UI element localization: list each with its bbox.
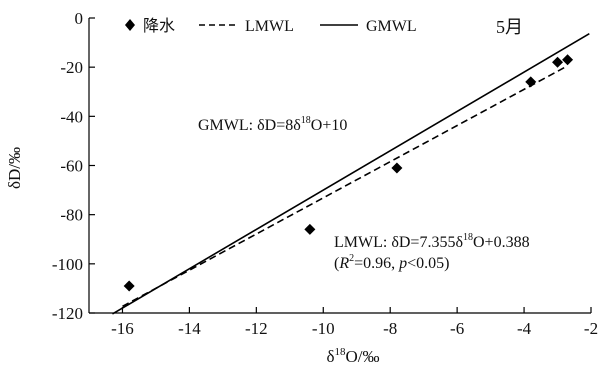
x-tick-label: -4 bbox=[517, 319, 532, 338]
fit-stats-p-val: <0.05) bbox=[407, 255, 449, 272]
y-tick-label: 0 bbox=[75, 9, 84, 28]
legend-label-lmwl: LMWL bbox=[245, 18, 294, 35]
y-tick-label: -80 bbox=[60, 206, 83, 225]
legend: 降水 LMWL GMWL bbox=[125, 17, 417, 35]
y-tick-label: -20 bbox=[60, 58, 83, 77]
precip-point bbox=[552, 56, 564, 68]
y-tick-label: -40 bbox=[60, 107, 83, 126]
lmwl-line bbox=[122, 65, 568, 308]
fit-stats-r-sup: 2 bbox=[349, 253, 354, 264]
lmwl-equation-prefix: LMWL: δD=7.355δ bbox=[334, 234, 463, 251]
lmwl-equation-suffix: O+0.388 bbox=[473, 234, 530, 251]
fit-stats-open: ( bbox=[334, 255, 339, 272]
gmwl-equation-sup: 18 bbox=[301, 115, 311, 126]
precip-point bbox=[391, 162, 403, 174]
data-points bbox=[123, 54, 574, 292]
gmwl-equation-suffix: O+10 bbox=[311, 117, 348, 134]
precip-point bbox=[562, 54, 574, 66]
x-axis-title-base: δ bbox=[326, 347, 334, 366]
lmwl-equation-sup: 18 bbox=[463, 232, 473, 243]
month-label: 5月 bbox=[496, 17, 523, 37]
x-tick-label: -8 bbox=[383, 319, 397, 338]
gmwl-line bbox=[112, 33, 590, 315]
fit-stats-r-val: =0.96, bbox=[354, 255, 399, 272]
gmwl-equation-prefix: GMWL: δD=8δ bbox=[198, 117, 301, 134]
precip-point bbox=[525, 76, 537, 88]
axes: 0 -20 -40 -60 -80 -100 -120 -16 -14 -12 -10 -8 -6 -4… bbox=[52, 9, 598, 338]
y-tick-label: -120 bbox=[52, 304, 83, 323]
x-tick-label: -2 bbox=[584, 319, 598, 338]
y-axis-title: δD/‰ bbox=[5, 147, 24, 189]
fit-stats-p: p bbox=[398, 255, 407, 272]
x-tick-label: -12 bbox=[245, 319, 268, 338]
fit-stats: (R2=0.96, p<0.05) bbox=[334, 253, 450, 272]
x-tick-label: -16 bbox=[111, 319, 134, 338]
x-tick-label: -6 bbox=[450, 319, 464, 338]
x-ticks: -16 -14 -12 -10 -8 -6 -4 -2 bbox=[111, 307, 598, 338]
y-tick-label: -60 bbox=[60, 157, 83, 176]
fit-stats-r: R bbox=[338, 255, 349, 272]
lmwl-equation: LMWL: δD=7.355δ18O+0.388 bbox=[334, 232, 530, 251]
precip-point bbox=[304, 223, 316, 235]
x-axis-title: δ18O/‰ bbox=[326, 346, 379, 366]
gmwl-equation: GMWL: δD=8δ18O+10 bbox=[198, 115, 347, 134]
legend-diamond-marker bbox=[125, 19, 135, 31]
legend-label-precip: 降水 bbox=[143, 17, 175, 35]
y-tick-label: -100 bbox=[52, 255, 83, 274]
x-axis-title-rest: O/‰ bbox=[346, 347, 380, 366]
x-tick-label: -14 bbox=[178, 319, 201, 338]
x-tick-label: -10 bbox=[312, 319, 335, 338]
y-ticks: 0 -20 -40 -60 -80 -100 -120 bbox=[52, 9, 95, 323]
legend-label-gmwl: GMWL bbox=[366, 18, 417, 35]
precip-point bbox=[123, 280, 135, 292]
x-axis-title-sup: 18 bbox=[335, 346, 347, 358]
regression-lines bbox=[112, 33, 590, 315]
